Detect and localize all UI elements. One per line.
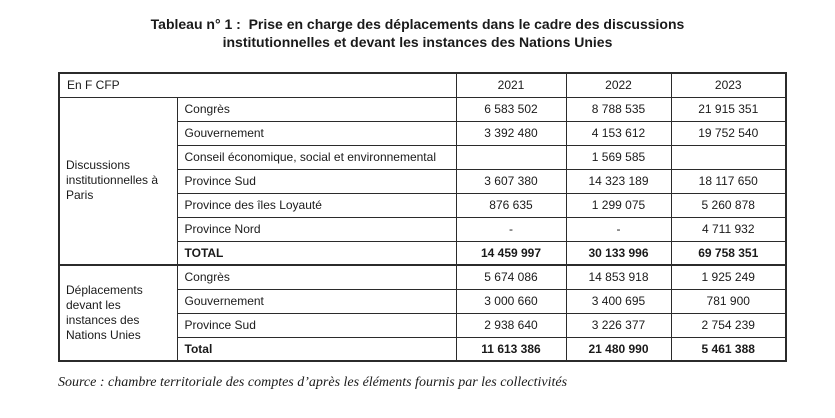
- table-row: Discussions institutionnelles à Paris Co…: [58, 96, 787, 266]
- section-label-cell: Déplacements devant les instances des Na…: [58, 264, 178, 362]
- value-cell: 2 938 640: [455, 312, 567, 338]
- value-cell: 18 117 650: [670, 168, 787, 194]
- value-cell: 3 607 380: [455, 168, 567, 194]
- table-row: Province Sud 3 607 380 14 323 189 18 117…: [59, 168, 787, 194]
- row-label-cell: Congrès: [176, 96, 457, 122]
- value-cell: [670, 144, 787, 170]
- value-cell: 3 000 660: [455, 288, 567, 314]
- value-cell: 5 674 086: [455, 264, 567, 290]
- table-row: Province Sud 2 938 640 3 226 377 2 754 2…: [59, 312, 787, 338]
- value-cell: 14 853 918: [565, 264, 672, 290]
- value-cell: -: [565, 216, 672, 242]
- value-cell: 8 788 535: [565, 96, 672, 122]
- total-value-cell: 21 480 990: [565, 336, 672, 362]
- table-title: Tableau n° 1 : Prise en charge des dépla…: [0, 15, 835, 51]
- total-value-cell: 5 461 388: [670, 336, 787, 362]
- row-label-cell: Gouvernement: [176, 288, 457, 314]
- value-cell: 1 925 249: [670, 264, 787, 290]
- year-header-2022: 2022: [565, 72, 672, 98]
- row-label-cell: Congrès: [176, 264, 457, 290]
- row-label-cell: Gouvernement: [176, 120, 457, 146]
- value-cell: 5 260 878: [670, 192, 787, 218]
- value-cell: 21 915 351: [670, 96, 787, 122]
- value-cell: 14 323 189: [565, 168, 672, 194]
- value-cell: 19 752 540: [670, 120, 787, 146]
- value-cell: 6 583 502: [455, 96, 567, 122]
- section-label-cell: Discussions institutionnelles à Paris: [58, 96, 178, 266]
- header-row: En F CFP 2021 2022 2023: [58, 72, 787, 98]
- total-value-cell: 14 459 997: [455, 240, 567, 266]
- value-cell: 3 226 377: [565, 312, 672, 338]
- total-value-cell: 11 613 386: [455, 336, 567, 362]
- value-cell: 2 754 239: [670, 312, 787, 338]
- row-label-cell: Province Sud: [176, 312, 457, 338]
- value-cell: 1 569 585: [565, 144, 672, 170]
- total-value-cell: 69 758 351: [670, 240, 787, 266]
- row-label-cell: Province Nord: [176, 216, 457, 242]
- value-cell: 1 299 075: [565, 192, 672, 218]
- section-discussions-institutionnelles: Discussions institutionnelles à Paris Co…: [58, 96, 787, 266]
- year-header-2023: 2023: [670, 72, 787, 98]
- table-row: Province Nord - - 4 711 932: [59, 216, 787, 242]
- row-label-cell: Province Sud: [176, 168, 457, 194]
- value-cell: 876 635: [455, 192, 567, 218]
- total-label-cell: TOTAL: [176, 240, 457, 266]
- table-row: Gouvernement 3 000 660 3 400 695 781 900: [59, 288, 787, 314]
- value-cell: [455, 144, 567, 170]
- table-row: Déplacements devant les instances des Na…: [58, 264, 787, 362]
- value-cell: -: [455, 216, 567, 242]
- unit-label-cell: En F CFP: [58, 72, 457, 98]
- table-row: Conseil économique, social et environnem…: [59, 144, 787, 170]
- total-label-cell: Total: [176, 336, 457, 362]
- table-row: Gouvernement 3 392 480 4 153 612 19 752 …: [59, 120, 787, 146]
- total-row: Total 11 613 386 21 480 990 5 461 388: [59, 336, 787, 362]
- value-cell: 781 900: [670, 288, 787, 314]
- data-table: En F CFP 2021 2022 2023 Discussions inst…: [58, 72, 787, 362]
- row-label-cell: Conseil économique, social et environnem…: [176, 144, 457, 170]
- year-header-2021: 2021: [455, 72, 567, 98]
- table-title-line2: institutionnelles et devant les instance…: [222, 34, 613, 50]
- value-cell: 3 392 480: [455, 120, 567, 146]
- value-cell: 3 400 695: [565, 288, 672, 314]
- total-row: TOTAL 14 459 997 30 133 996 69 758 351: [59, 240, 787, 266]
- source-note: Source : chambre territoriale des compte…: [58, 375, 568, 390]
- value-cell: 4 153 612: [565, 120, 672, 146]
- table-title-line1: Tableau n° 1 : Prise en charge des dépla…: [150, 16, 685, 32]
- total-value-cell: 30 133 996: [565, 240, 672, 266]
- section-deplacements-nations-unies: Déplacements devant les instances des Na…: [58, 264, 787, 362]
- value-cell: 4 711 932: [670, 216, 787, 242]
- document-page: Tableau n° 1 : Prise en charge des dépla…: [0, 15, 835, 418]
- row-label-cell: Province des îles Loyauté: [176, 192, 457, 218]
